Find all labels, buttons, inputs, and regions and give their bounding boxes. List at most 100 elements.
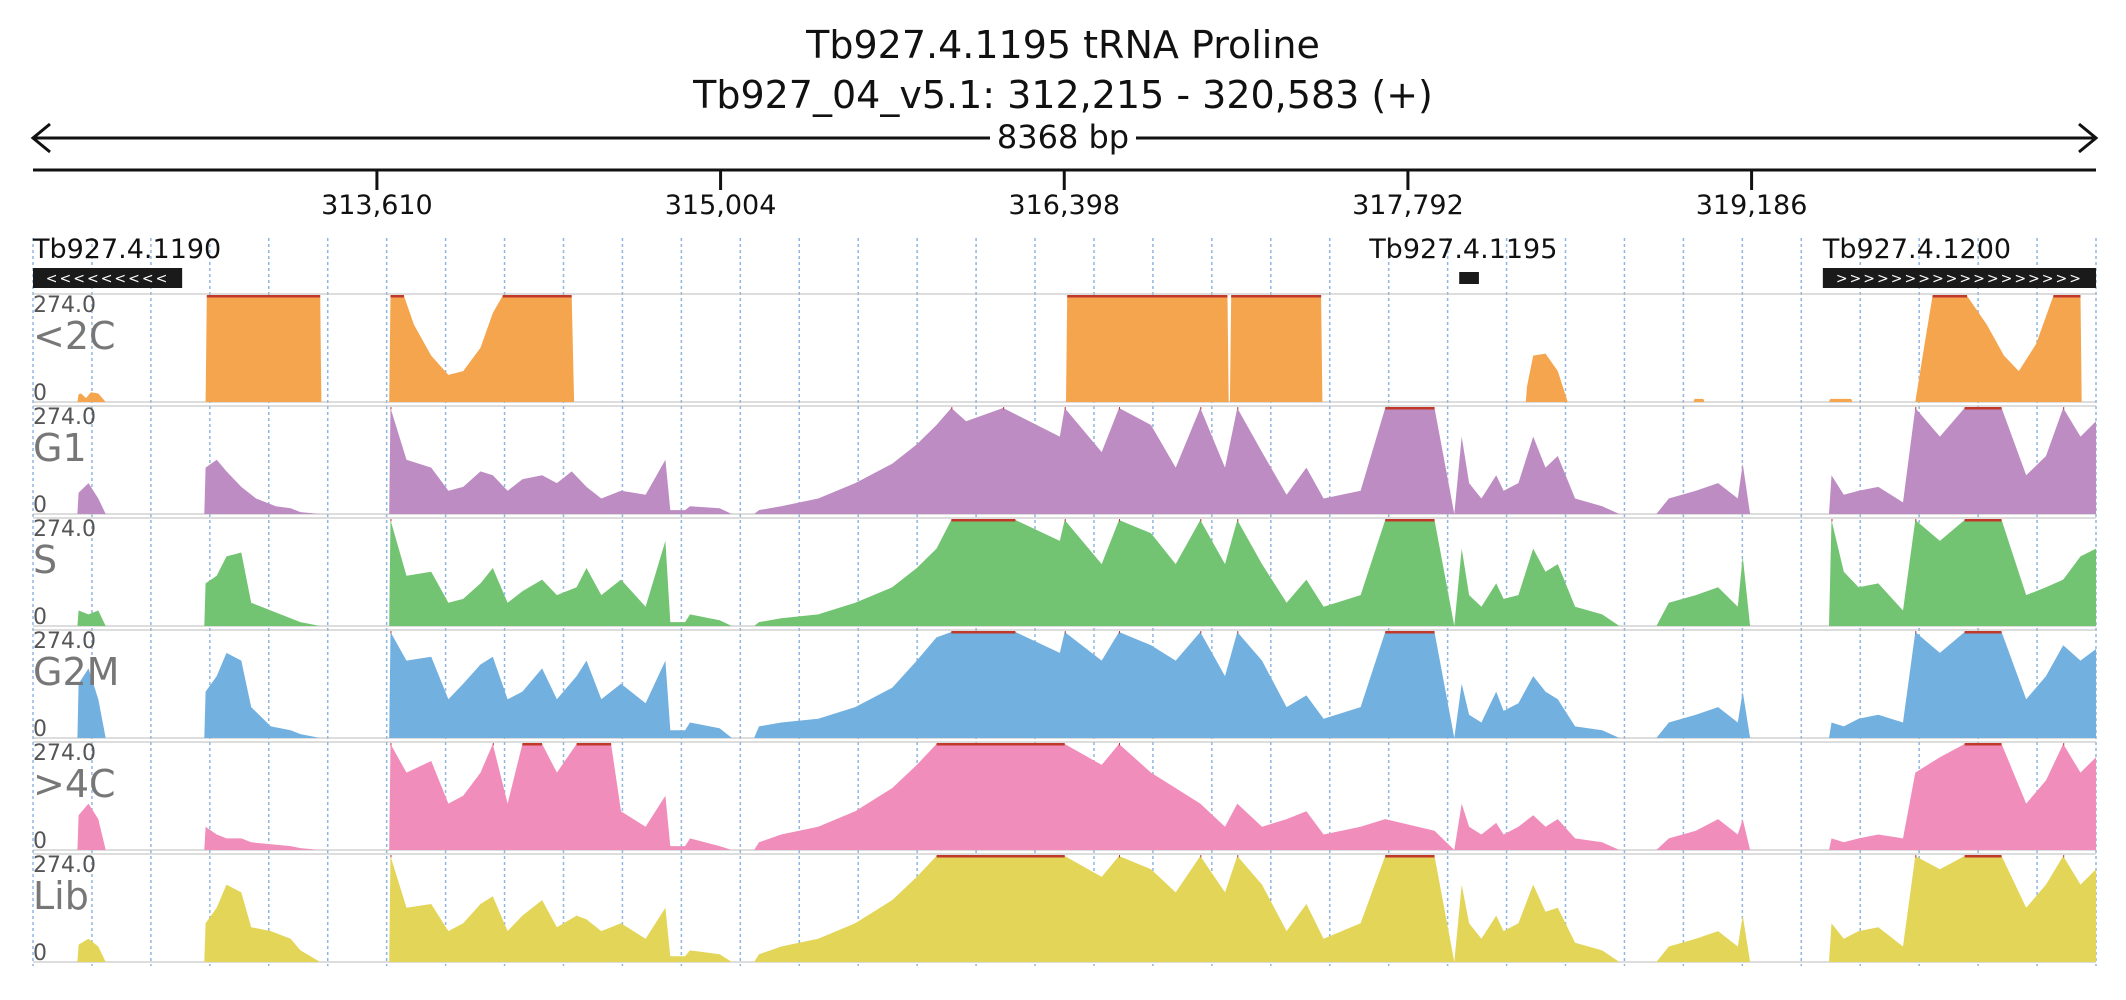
axis-tick-label: 315,004 [665, 190, 777, 221]
clipped-indicator [1964, 743, 2002, 746]
clipped-indicator [936, 743, 1065, 746]
coverage-area [77, 520, 2096, 626]
clipped-indicator [206, 295, 321, 298]
track-max-label: 274.0 [33, 293, 96, 318]
track-g1: 274.0 0 G1 [33, 405, 2096, 518]
clipped-indicator [2063, 743, 2065, 746]
clipped-indicator [502, 295, 572, 298]
clipped-indicator [1200, 407, 1202, 410]
clipped-indicator [1915, 519, 1917, 522]
clipped-indicator [2053, 295, 2081, 298]
clipped-indicator [1200, 519, 1202, 522]
clipped-indicator [1200, 855, 1202, 858]
clipped-indicator [1067, 295, 1228, 298]
clipped-indicator [1064, 407, 1066, 410]
span-length-label: 8368 bp [997, 118, 1129, 156]
clipped-indicator [951, 631, 1016, 634]
track-min-label: 0 [33, 941, 47, 966]
axis-tick-label: 317,792 [1352, 190, 1464, 221]
axis-ticks: 313,610 315,004 316,398 317,792 319,186 [321, 170, 1807, 221]
coverage-area [77, 744, 2096, 850]
span-arrow-left-head [30, 122, 51, 154]
position-axis: 313,610 315,004 316,398 317,792 319,186 [33, 168, 2096, 221]
gene-label: Tb927.4.1190 [32, 234, 221, 265]
clipped-indicator [1385, 519, 1435, 522]
coverage-area [77, 856, 2096, 962]
clipped-indicator [390, 295, 405, 298]
track-max-label: 274.0 [33, 405, 96, 430]
track-4c: 274.0 0 >4C [33, 741, 2096, 854]
genomic-location: Tb927_04_v5.1: 312,215 - 320,583 (+) [692, 73, 1433, 117]
clipped-indicator [522, 743, 543, 746]
clipped-indicator [390, 519, 392, 522]
clipped-indicator [1964, 631, 2002, 634]
track-2c: 274.0 0 <2C [33, 293, 2096, 406]
coverage-area [77, 632, 2096, 738]
track-min-label: 0 [33, 829, 47, 854]
gene-feature [33, 268, 183, 288]
track-name: G2M [33, 650, 119, 694]
gene-label: Tb927.4.1195 [1368, 234, 1557, 265]
clipped-indicator [1118, 743, 1120, 746]
track-g2m: 274.0 0 G2M [33, 629, 2096, 742]
clipped-indicator [1915, 407, 1917, 410]
track-name: G1 [33, 426, 87, 470]
clipped-indicator [1118, 855, 1120, 858]
clipped-indicator [390, 855, 392, 858]
axis-tick-label: 313,610 [321, 190, 433, 221]
clipped-indicator [1200, 631, 1202, 634]
track-max-label: 274.0 [33, 853, 96, 878]
clipped-indicator [1964, 407, 2002, 410]
track-max-label: 274.0 [33, 629, 96, 654]
track-min-label: 0 [33, 381, 47, 406]
track-min-label: 0 [33, 605, 47, 630]
track-max-label: 274.0 [33, 741, 96, 766]
track-name: >4C [33, 762, 116, 806]
track-min-label: 0 [33, 717, 47, 742]
clipped-indicator [1964, 855, 2002, 858]
clipped-indicator [1118, 631, 1120, 634]
gene-strand-arrows: <<<<<<<<< [46, 271, 170, 287]
gene-feature [1822, 268, 2096, 288]
clipped-indicator [951, 519, 1016, 522]
clipped-indicator [1915, 855, 1917, 858]
clipped-indicator [1237, 631, 1239, 634]
clipped-indicator [1932, 295, 1968, 298]
clipped-indicator [492, 743, 494, 746]
clipped-indicator [2063, 855, 2065, 858]
coverage-tracks: 274.00<2C274.00G1274.00S274.00G2M274.00>… [33, 293, 2096, 966]
track-name: Lib [33, 874, 89, 918]
span-arrow-right-head [2078, 122, 2099, 154]
clipped-indicator [1385, 631, 1435, 634]
clipped-indicator [936, 855, 1065, 858]
track-s: 274.0 0 S [33, 517, 2096, 630]
clipped-indicator [390, 743, 392, 746]
coverage-area [77, 296, 2082, 402]
clipped-indicator [1231, 295, 1322, 298]
gene-label: Tb927.4.1200 [1822, 234, 2011, 265]
track-max-label: 274.0 [33, 517, 96, 542]
span-ruler: 8368 bp [30, 118, 2099, 156]
axis-tick-label: 319,186 [1696, 190, 1808, 221]
clipped-indicator [1237, 519, 1239, 522]
track-lib: 274.0 0 Lib [33, 853, 2096, 966]
clipped-indicator [1064, 519, 1066, 522]
clipped-indicator [1915, 631, 1917, 634]
clipped-indicator [390, 631, 392, 634]
clipped-indicator [1385, 407, 1435, 410]
clipped-indicator [1831, 519, 1833, 522]
gene-strand-arrows: >>>>>>>>>>>>>>>>>> [1836, 271, 2083, 287]
clipped-indicator [2063, 407, 2065, 410]
clipped-indicator [576, 743, 612, 746]
chart-title: Tb927.4.1195 tRNA Proline [805, 23, 1320, 67]
clipped-indicator [1003, 407, 1005, 410]
gene-annotations: <<<<<<<<< Tb927.4.1190 Tb927.4.1195 >>>>>>>… [32, 234, 2096, 288]
clipped-indicator [390, 407, 392, 410]
clipped-indicator [1118, 519, 1120, 522]
clipped-indicator [1118, 407, 1120, 410]
coverage-area [77, 408, 2096, 514]
track-name: S [33, 538, 57, 582]
clipped-indicator [951, 407, 953, 410]
gene-feature [1459, 272, 1479, 284]
